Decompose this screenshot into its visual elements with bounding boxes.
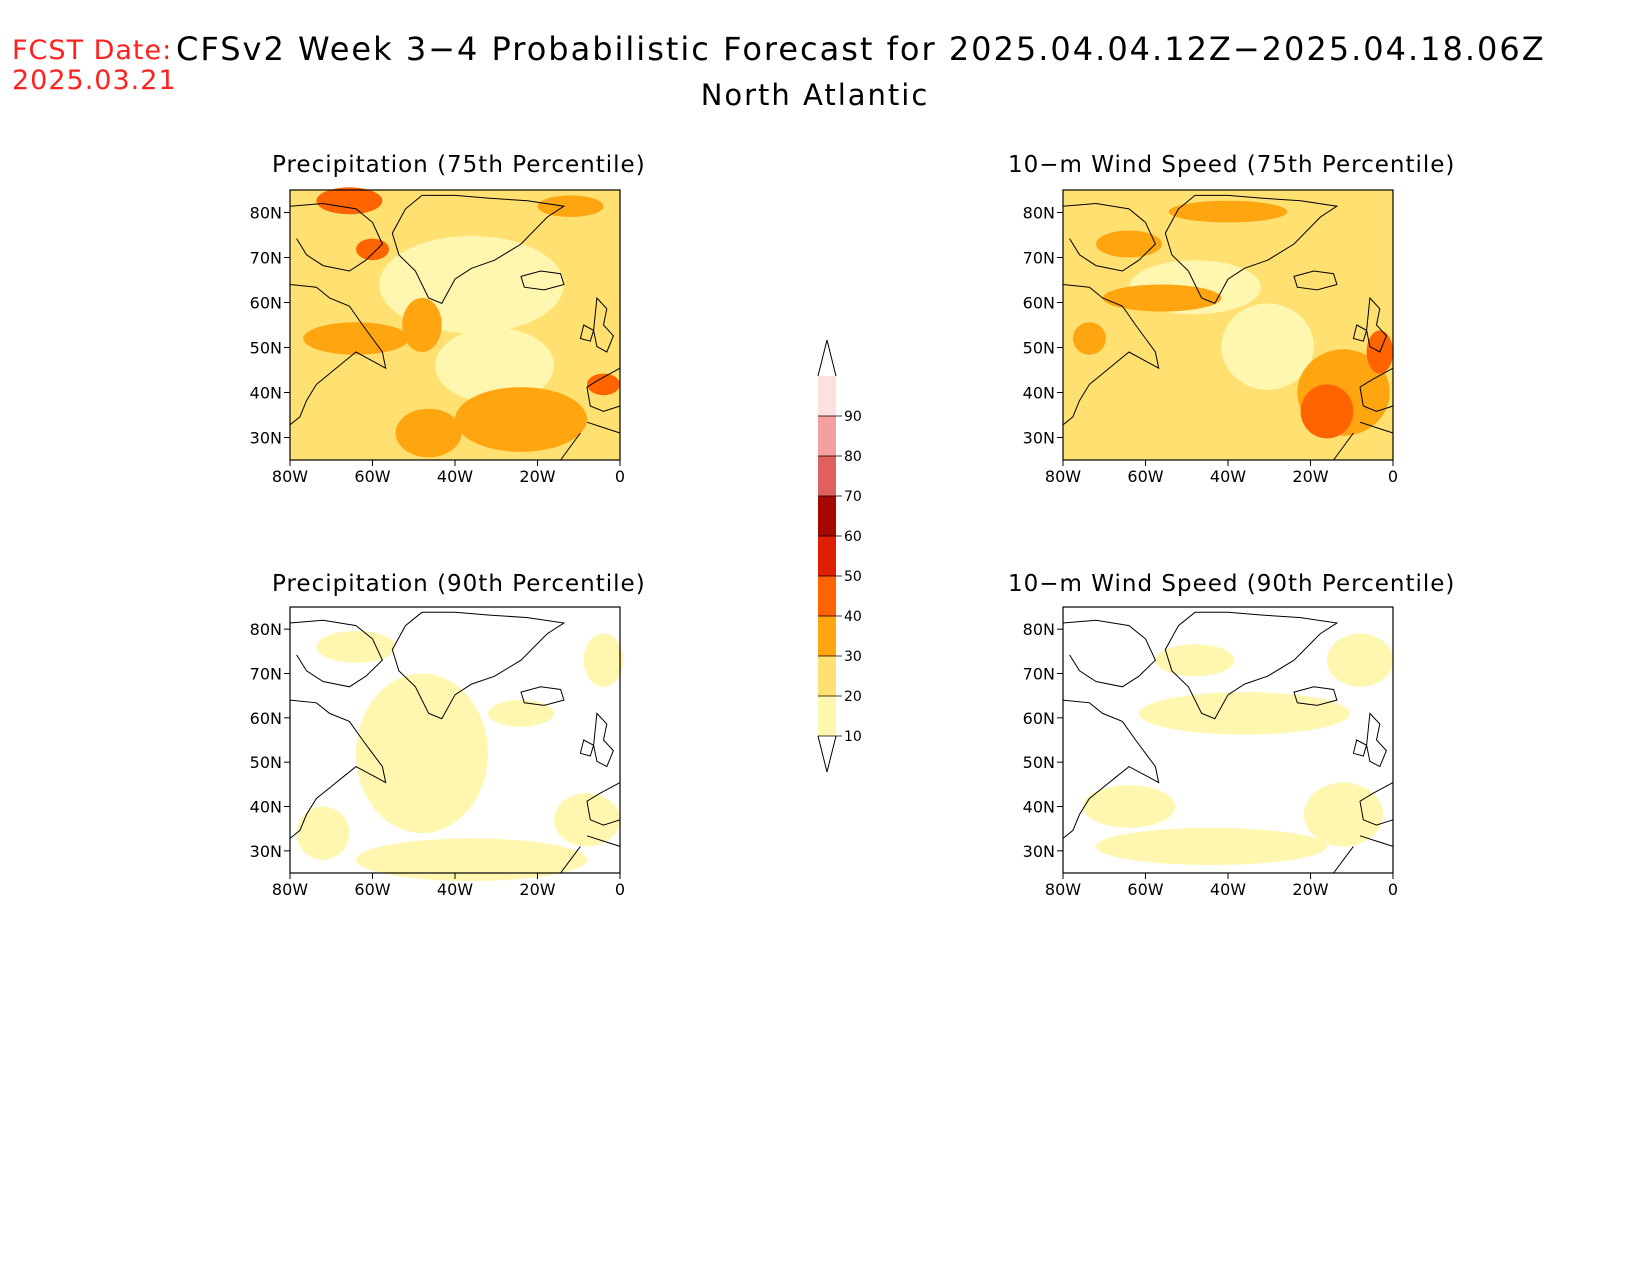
lon-tick-label: 0 (615, 880, 625, 899)
colorbar-label: 90 (844, 409, 862, 425)
lat-tick-label: 50N (250, 753, 282, 772)
colorbar-swatch (818, 376, 836, 416)
lon-tick-label: 20W (519, 880, 555, 899)
colorbar-label: 30 (844, 649, 862, 665)
lat-tick-label: 40N (250, 384, 282, 403)
map-wind-90: 80N 70N 60N 50N 40N 30N 80W 60W 40W 20W 0 (1023, 606, 1398, 899)
map-wind-75: 80N 70N 60N 50N 40N 30N 80W 60W 40W 20W 0 (1023, 189, 1398, 486)
colorbar-label: 80 (844, 449, 862, 465)
lat-tick-label: 70N (250, 249, 282, 268)
lon-tick-label: 80W (1045, 467, 1081, 486)
lat-tick-label: 40N (1023, 798, 1055, 817)
lon-tick-label: 0 (1388, 467, 1398, 486)
lon-tick-label: 60W (1127, 467, 1163, 486)
colorbar-label: 70 (844, 489, 862, 505)
lon-tick-label: 60W (354, 467, 390, 486)
lat-tick-label: 50N (1023, 339, 1055, 358)
lon-tick-label: 60W (354, 880, 390, 899)
colorbar-swatch (818, 536, 836, 576)
lat-tick-label: 80N (250, 204, 282, 223)
lat-tick-label: 80N (250, 620, 282, 639)
forecast-date-block: FCST Date: 2025.03.21 (12, 36, 177, 96)
region-subtitle: North Atlantic (700, 78, 930, 112)
colorbar-swatch (818, 496, 836, 536)
colorbar-label: 60 (844, 529, 862, 545)
lon-tick-label: 40W (1210, 467, 1246, 486)
lat-tick-label: 40N (250, 798, 282, 817)
colorbar-swatch (818, 456, 836, 496)
map-precip-75: 80N 70N 60N 50N 40N 30N 80W 60W 40W 20W 0 (250, 187, 625, 486)
colorbar-swatch (818, 656, 836, 696)
lon-tick-label: 40W (1210, 880, 1246, 899)
lon-tick-label: 0 (615, 467, 625, 486)
panel-title-wind-75: 10−m Wind Speed (75th Percentile) (1008, 152, 1456, 178)
lat-tick-label: 30N (1023, 429, 1055, 448)
colorbar-swatch (818, 416, 836, 456)
colorbar-swatch (818, 696, 836, 736)
lat-tick-label: 70N (250, 665, 282, 684)
lat-tick-label: 40N (1023, 384, 1055, 403)
lon-tick-label: 80W (272, 880, 308, 899)
fcst-date-value: 2025.03.21 (12, 65, 177, 96)
lat-tick-label: 70N (1023, 249, 1055, 268)
lon-tick-label: 80W (1045, 880, 1081, 899)
lat-tick-label: 30N (250, 842, 282, 861)
lat-tick-label: 50N (250, 339, 282, 358)
colorbar-swatch (818, 576, 836, 616)
lat-tick-label: 50N (1023, 753, 1055, 772)
lat-tick-label: 30N (250, 429, 282, 448)
lat-tick-label: 60N (1023, 294, 1055, 313)
fcst-date-label: FCST Date: (12, 35, 173, 66)
lat-tick-label: 30N (1023, 842, 1055, 861)
lon-tick-label: 0 (1388, 880, 1398, 899)
lon-tick-label: 20W (1292, 467, 1328, 486)
lat-tick-label: 60N (1023, 709, 1055, 728)
lon-tick-label: 20W (519, 467, 555, 486)
colorbar-legend: 10 20 30 40 50 60 70 80 90 (817, 339, 862, 773)
colorbar-swatch (818, 616, 836, 656)
lon-tick-label: 40W (437, 467, 473, 486)
colorbar-label: 20 (844, 689, 862, 705)
lat-tick-label: 80N (1023, 204, 1055, 223)
lon-tick-label: 80W (272, 467, 308, 486)
lon-tick-label: 60W (1127, 880, 1163, 899)
map-precip-90: 80N 70N 60N 50N 40N 30N 80W 60W 40W 20W 0 (250, 606, 625, 899)
lat-tick-label: 60N (250, 709, 282, 728)
colorbar-label: 10 (844, 729, 862, 745)
panel-title-precip-75: Precipitation (75th Percentile) (272, 152, 646, 178)
lat-tick-label: 80N (1023, 620, 1055, 639)
lat-tick-label: 70N (1023, 665, 1055, 684)
lat-tick-label: 60N (250, 294, 282, 313)
colorbar-label: 50 (844, 569, 862, 585)
lon-tick-label: 40W (437, 880, 473, 899)
colorbar-label: 40 (844, 609, 862, 625)
lon-tick-label: 20W (1292, 880, 1328, 899)
panel-title-wind-90: 10−m Wind Speed (90th Percentile) (1008, 571, 1456, 597)
panel-title-precip-90: Precipitation (90th Percentile) (272, 571, 646, 597)
page-title: CFSv2 Week 3−4 Probabilistic Forecast fo… (176, 30, 1546, 68)
